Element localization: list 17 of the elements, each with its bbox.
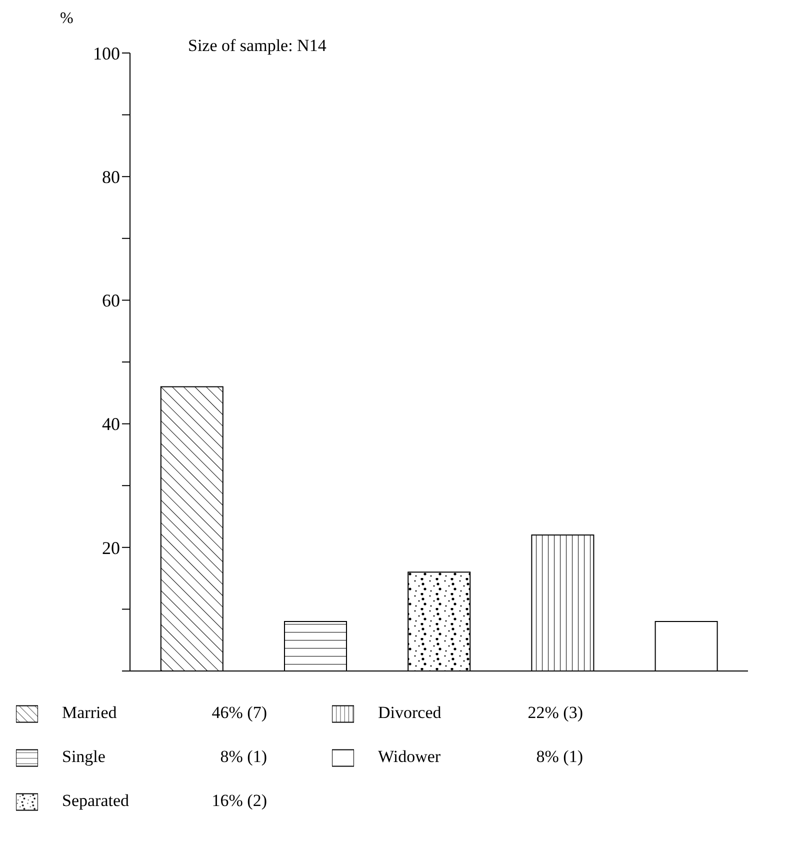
legend-label: Separated [62, 790, 130, 812]
annotation: Size of sample: N14 [188, 36, 326, 56]
y-axis-title: % [60, 10, 74, 28]
text: 22% (3) [526, 702, 583, 724]
y-tick-label: 100 [93, 43, 120, 64]
text: 46% (7) [210, 702, 267, 724]
text: 8% (1) [535, 746, 583, 768]
text: 16% (2) [210, 790, 267, 812]
text: 8% (1) [219, 746, 267, 768]
y-tick-label: 80 [102, 166, 120, 187]
legend-label: Widower [378, 746, 442, 768]
y-tick-label: 60 [102, 290, 120, 311]
legend-label: Married [62, 702, 118, 724]
y-tick-label: 40 [102, 414, 120, 434]
legend-label: Single [62, 746, 106, 768]
y-tick-label: 20 [102, 538, 120, 558]
legend-label: Divorced [378, 702, 442, 724]
